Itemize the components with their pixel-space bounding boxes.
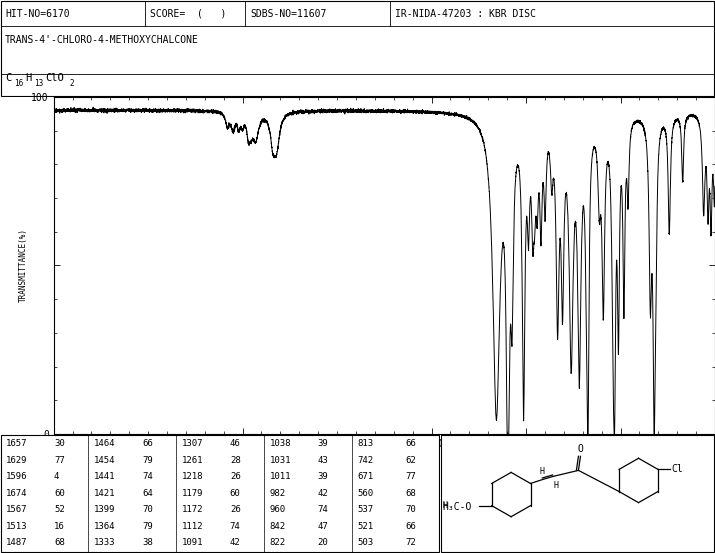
Text: 537: 537	[358, 505, 374, 514]
Text: 70: 70	[142, 505, 153, 514]
Text: 960: 960	[270, 505, 286, 514]
Text: 1399: 1399	[94, 505, 115, 514]
Text: 1364: 1364	[94, 522, 115, 531]
Text: 42: 42	[317, 489, 329, 498]
Text: 1218: 1218	[182, 472, 203, 481]
Text: 68: 68	[54, 539, 65, 547]
Text: 46: 46	[230, 439, 241, 448]
Text: 16: 16	[14, 80, 24, 88]
Text: 47: 47	[317, 522, 329, 531]
Text: 1657: 1657	[6, 439, 27, 448]
Text: 77: 77	[405, 472, 417, 481]
Text: 1333: 1333	[94, 539, 115, 547]
Text: 1038: 1038	[270, 439, 291, 448]
Text: 1441: 1441	[94, 472, 115, 481]
Text: 30: 30	[54, 439, 65, 448]
Text: 52: 52	[54, 505, 65, 514]
Text: H₃C-O: H₃C-O	[443, 502, 472, 512]
Text: 79: 79	[142, 456, 153, 465]
Text: 1179: 1179	[182, 489, 203, 498]
Text: 20: 20	[317, 539, 329, 547]
Text: 1261: 1261	[182, 456, 203, 465]
Text: 1091: 1091	[182, 539, 203, 547]
Text: 1454: 1454	[94, 456, 115, 465]
Text: 13: 13	[34, 80, 43, 88]
Text: O: O	[578, 444, 583, 454]
Text: 4: 4	[54, 472, 59, 481]
Text: 60: 60	[54, 489, 65, 498]
Text: 42: 42	[230, 539, 241, 547]
Text: 521: 521	[358, 522, 374, 531]
Text: ClO: ClO	[45, 73, 64, 84]
Text: C: C	[5, 73, 11, 84]
Text: 39: 39	[317, 472, 329, 481]
Text: 70: 70	[405, 505, 417, 514]
Text: 74: 74	[317, 505, 329, 514]
Text: 1629: 1629	[6, 456, 27, 465]
Text: 1172: 1172	[182, 505, 203, 514]
Text: 74: 74	[230, 522, 241, 531]
Text: H: H	[553, 482, 558, 491]
Text: Cl: Cl	[671, 465, 683, 474]
Text: 560: 560	[358, 489, 374, 498]
Text: 842: 842	[270, 522, 286, 531]
Text: 742: 742	[358, 456, 374, 465]
Text: 66: 66	[405, 439, 417, 448]
Text: 2: 2	[69, 80, 74, 88]
Text: HIT-NO=6170: HIT-NO=6170	[5, 8, 69, 19]
Text: IR-NIDA-47203 : KBR DISC: IR-NIDA-47203 : KBR DISC	[395, 8, 536, 19]
Text: 60: 60	[230, 489, 241, 498]
Text: 982: 982	[270, 489, 286, 498]
Text: H: H	[539, 467, 544, 477]
Text: 38: 38	[142, 539, 153, 547]
Text: 1112: 1112	[182, 522, 203, 531]
Text: 28: 28	[230, 456, 241, 465]
Text: 26: 26	[230, 505, 241, 514]
Text: 1596: 1596	[6, 472, 27, 481]
Text: 503: 503	[358, 539, 374, 547]
Text: TRANS-4'-CHLORO-4-METHOXYCHALCONE: TRANS-4'-CHLORO-4-METHOXYCHALCONE	[5, 34, 199, 45]
Text: 68: 68	[405, 489, 417, 498]
Text: 1567: 1567	[6, 505, 27, 514]
Text: SDBS-NO=11607: SDBS-NO=11607	[250, 8, 326, 19]
Text: 1464: 1464	[94, 439, 115, 448]
Text: 79: 79	[142, 522, 153, 531]
Y-axis label: TRANSMITTANCE(%): TRANSMITTANCE(%)	[19, 228, 29, 302]
Text: 671: 671	[358, 472, 374, 481]
Text: 26: 26	[230, 472, 241, 481]
Text: 66: 66	[142, 439, 153, 448]
Text: 822: 822	[270, 539, 286, 547]
Text: 16: 16	[54, 522, 65, 531]
Text: 1011: 1011	[270, 472, 291, 481]
X-axis label: WAVENUMBER(-1): WAVENUMBER(-1)	[343, 450, 425, 460]
Text: SCORE=  (   ): SCORE= ( )	[150, 8, 227, 19]
Text: 64: 64	[142, 489, 153, 498]
Text: H: H	[25, 73, 31, 84]
Text: 1487: 1487	[6, 539, 27, 547]
Text: 1421: 1421	[94, 489, 115, 498]
Text: 62: 62	[405, 456, 417, 465]
Text: 1674: 1674	[6, 489, 27, 498]
Text: 43: 43	[317, 456, 329, 465]
Text: 72: 72	[405, 539, 417, 547]
Text: 77: 77	[54, 456, 65, 465]
Text: 813: 813	[358, 439, 374, 448]
Text: H: H	[443, 501, 448, 510]
Text: 39: 39	[317, 439, 329, 448]
Text: 1307: 1307	[182, 439, 203, 448]
Text: 66: 66	[405, 522, 417, 531]
Text: 1031: 1031	[270, 456, 291, 465]
Text: 74: 74	[142, 472, 153, 481]
Text: 1513: 1513	[6, 522, 27, 531]
